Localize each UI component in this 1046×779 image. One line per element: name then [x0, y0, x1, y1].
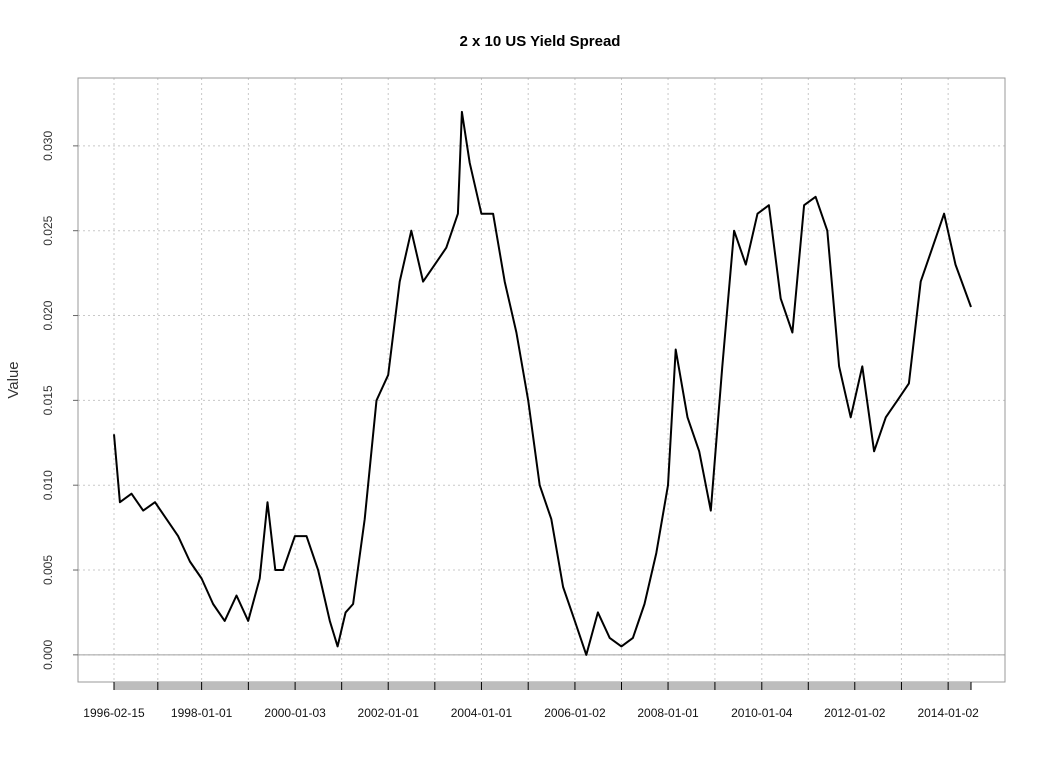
plot-frame-layer	[77, 77, 1006, 683]
y-axis-label: Value	[5, 361, 22, 398]
x-axis-band	[114, 682, 971, 690]
x-tick-label: 2006-01-02	[544, 706, 606, 720]
x-tick-label: 2014-01-02	[917, 706, 979, 720]
x-tick-label: 2010-01-04	[731, 706, 793, 720]
chart-title: 2 x 10 US Yield Spread	[460, 33, 621, 50]
y-tick-label: 0.000	[41, 640, 55, 670]
x-tick-label: 1998-01-01	[171, 706, 233, 720]
y-tick-label: 0.010	[41, 470, 55, 500]
x-tick-label: 2008-01-01	[637, 706, 699, 720]
y-tick-label: 0.025	[41, 215, 55, 245]
y-tick-label: 0.020	[41, 300, 55, 330]
series-line	[113, 110, 972, 656]
x-tick-label: 2000-01-03	[264, 706, 326, 720]
grid-layer	[78, 78, 1005, 682]
x-tick-label: 2012-01-02	[824, 706, 886, 720]
x-tick-label: 2004-01-01	[451, 706, 513, 720]
y-tick-label: 0.015	[41, 385, 55, 415]
series-layer	[113, 110, 972, 656]
plot-frame	[77, 77, 1006, 683]
y-tick-label: 0.030	[41, 131, 55, 161]
x-tick-label: 1996-02-15	[83, 706, 145, 720]
y-tick-label: 0.005	[41, 555, 55, 585]
x-axis-layer: 1996-02-15 1998-01-01 2000-01-03 2002-01-01…	[83, 682, 979, 720]
y-tick-layer: 0.000 0.005 0.010 0.015 0.020 0.025 0.030	[41, 131, 78, 670]
x-tick-label: 2002-01-01	[358, 706, 420, 720]
